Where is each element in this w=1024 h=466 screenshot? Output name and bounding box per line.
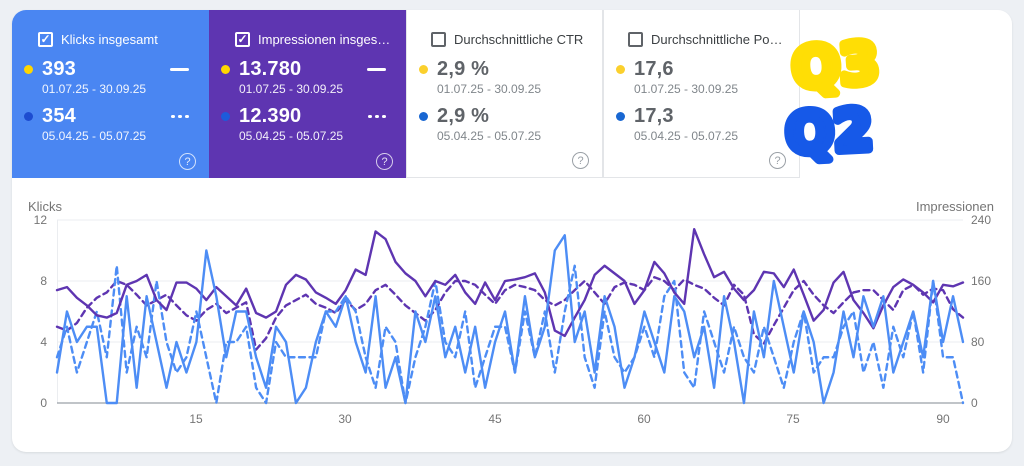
- card-total-impressions[interactable]: Impressionen insges… 13.780 01.07.25 - 3…: [209, 10, 406, 178]
- date-range: 05.04.25 - 05.07.25: [634, 129, 739, 143]
- period-dot: [24, 65, 33, 74]
- card-average-position[interactable]: Durchschnittliche Po… 17,6 01.07.25 - 30…: [603, 10, 800, 178]
- date-range: 01.07.25 - 30.09.25: [634, 82, 739, 96]
- metric-cards-row: Klicks insgesamt 393 01.07.25 - 30.09.25…: [12, 10, 800, 178]
- help-icon[interactable]: ?: [179, 153, 196, 170]
- left-axis-tick: 12: [33, 213, 47, 227]
- help-icon[interactable]: ?: [376, 153, 393, 170]
- left-axis-tick: 0: [40, 396, 47, 410]
- right-axis-tick: 80: [971, 335, 985, 349]
- card-title: Durchschnittliche Po…: [651, 31, 783, 47]
- period-dot: [419, 112, 428, 121]
- performance-chart: [55, 219, 965, 405]
- x-axis-tick: 75: [786, 412, 800, 426]
- left-axis-title: Klicks: [28, 199, 62, 214]
- left-axis-tick: 4: [40, 335, 47, 349]
- metric-value: 17,3: [634, 105, 674, 127]
- right-axis-title: Impressionen: [915, 199, 994, 214]
- date-range: 05.04.25 - 05.07.25: [239, 129, 344, 143]
- x-axis-tick: 45: [488, 412, 502, 426]
- metric-value: 13.780: [239, 58, 302, 80]
- metric-value: 17,6: [634, 58, 674, 80]
- x-axis-tick: 90: [936, 412, 950, 426]
- solid-line-icon: [170, 68, 189, 71]
- metric-value: 393: [42, 58, 76, 80]
- metric-value: 12.390: [239, 105, 302, 127]
- x-axis-tick: 30: [338, 412, 352, 426]
- card-title: Impressionen insges…: [258, 31, 391, 47]
- period-dot: [419, 65, 428, 74]
- period-dot: [221, 65, 230, 74]
- chart-canvas: [55, 219, 965, 405]
- period-dot: [616, 65, 625, 74]
- checkbox-icon[interactable]: [38, 31, 53, 47]
- dashed-line-icon: [368, 115, 386, 118]
- date-range: 01.07.25 - 30.09.25: [437, 82, 542, 96]
- card-total-clicks[interactable]: Klicks insgesamt 393 01.07.25 - 30.09.25…: [12, 10, 209, 178]
- metric-value: 2,9 %: [437, 58, 490, 80]
- checkbox-icon[interactable]: [235, 31, 250, 47]
- x-axis-tick: 15: [189, 412, 203, 426]
- metric-value: 2,9 %: [437, 105, 490, 127]
- left-axis-tick: 8: [40, 274, 47, 288]
- right-axis-tick: 160: [971, 274, 992, 288]
- checkbox-icon[interactable]: [431, 31, 446, 47]
- card-title: Klicks insgesamt: [61, 31, 158, 47]
- solid-line-icon: [367, 68, 386, 71]
- date-range: 01.07.25 - 30.09.25: [239, 82, 344, 96]
- checkbox-icon[interactable]: [628, 31, 643, 47]
- card-average-ctr[interactable]: Durchschnittliche CTR 2,9 % 01.07.25 - 3…: [406, 10, 603, 178]
- date-range: 05.04.25 - 05.07.25: [42, 129, 147, 143]
- help-icon[interactable]: ?: [769, 152, 786, 169]
- card-title: Durchschnittliche CTR: [454, 31, 584, 47]
- x-axis-tick: 60: [637, 412, 651, 426]
- metric-value: 354: [42, 105, 76, 127]
- dashed-line-icon: [171, 115, 189, 118]
- help-icon[interactable]: ?: [572, 152, 589, 169]
- date-range: 01.07.25 - 30.09.25: [42, 82, 147, 96]
- right-axis-tick: 0: [971, 396, 978, 410]
- right-axis-tick: 240: [971, 213, 992, 227]
- date-range: 05.04.25 - 05.07.25: [437, 129, 542, 143]
- period-dot: [616, 112, 625, 121]
- period-dot: [24, 112, 33, 121]
- period-dot: [221, 112, 230, 121]
